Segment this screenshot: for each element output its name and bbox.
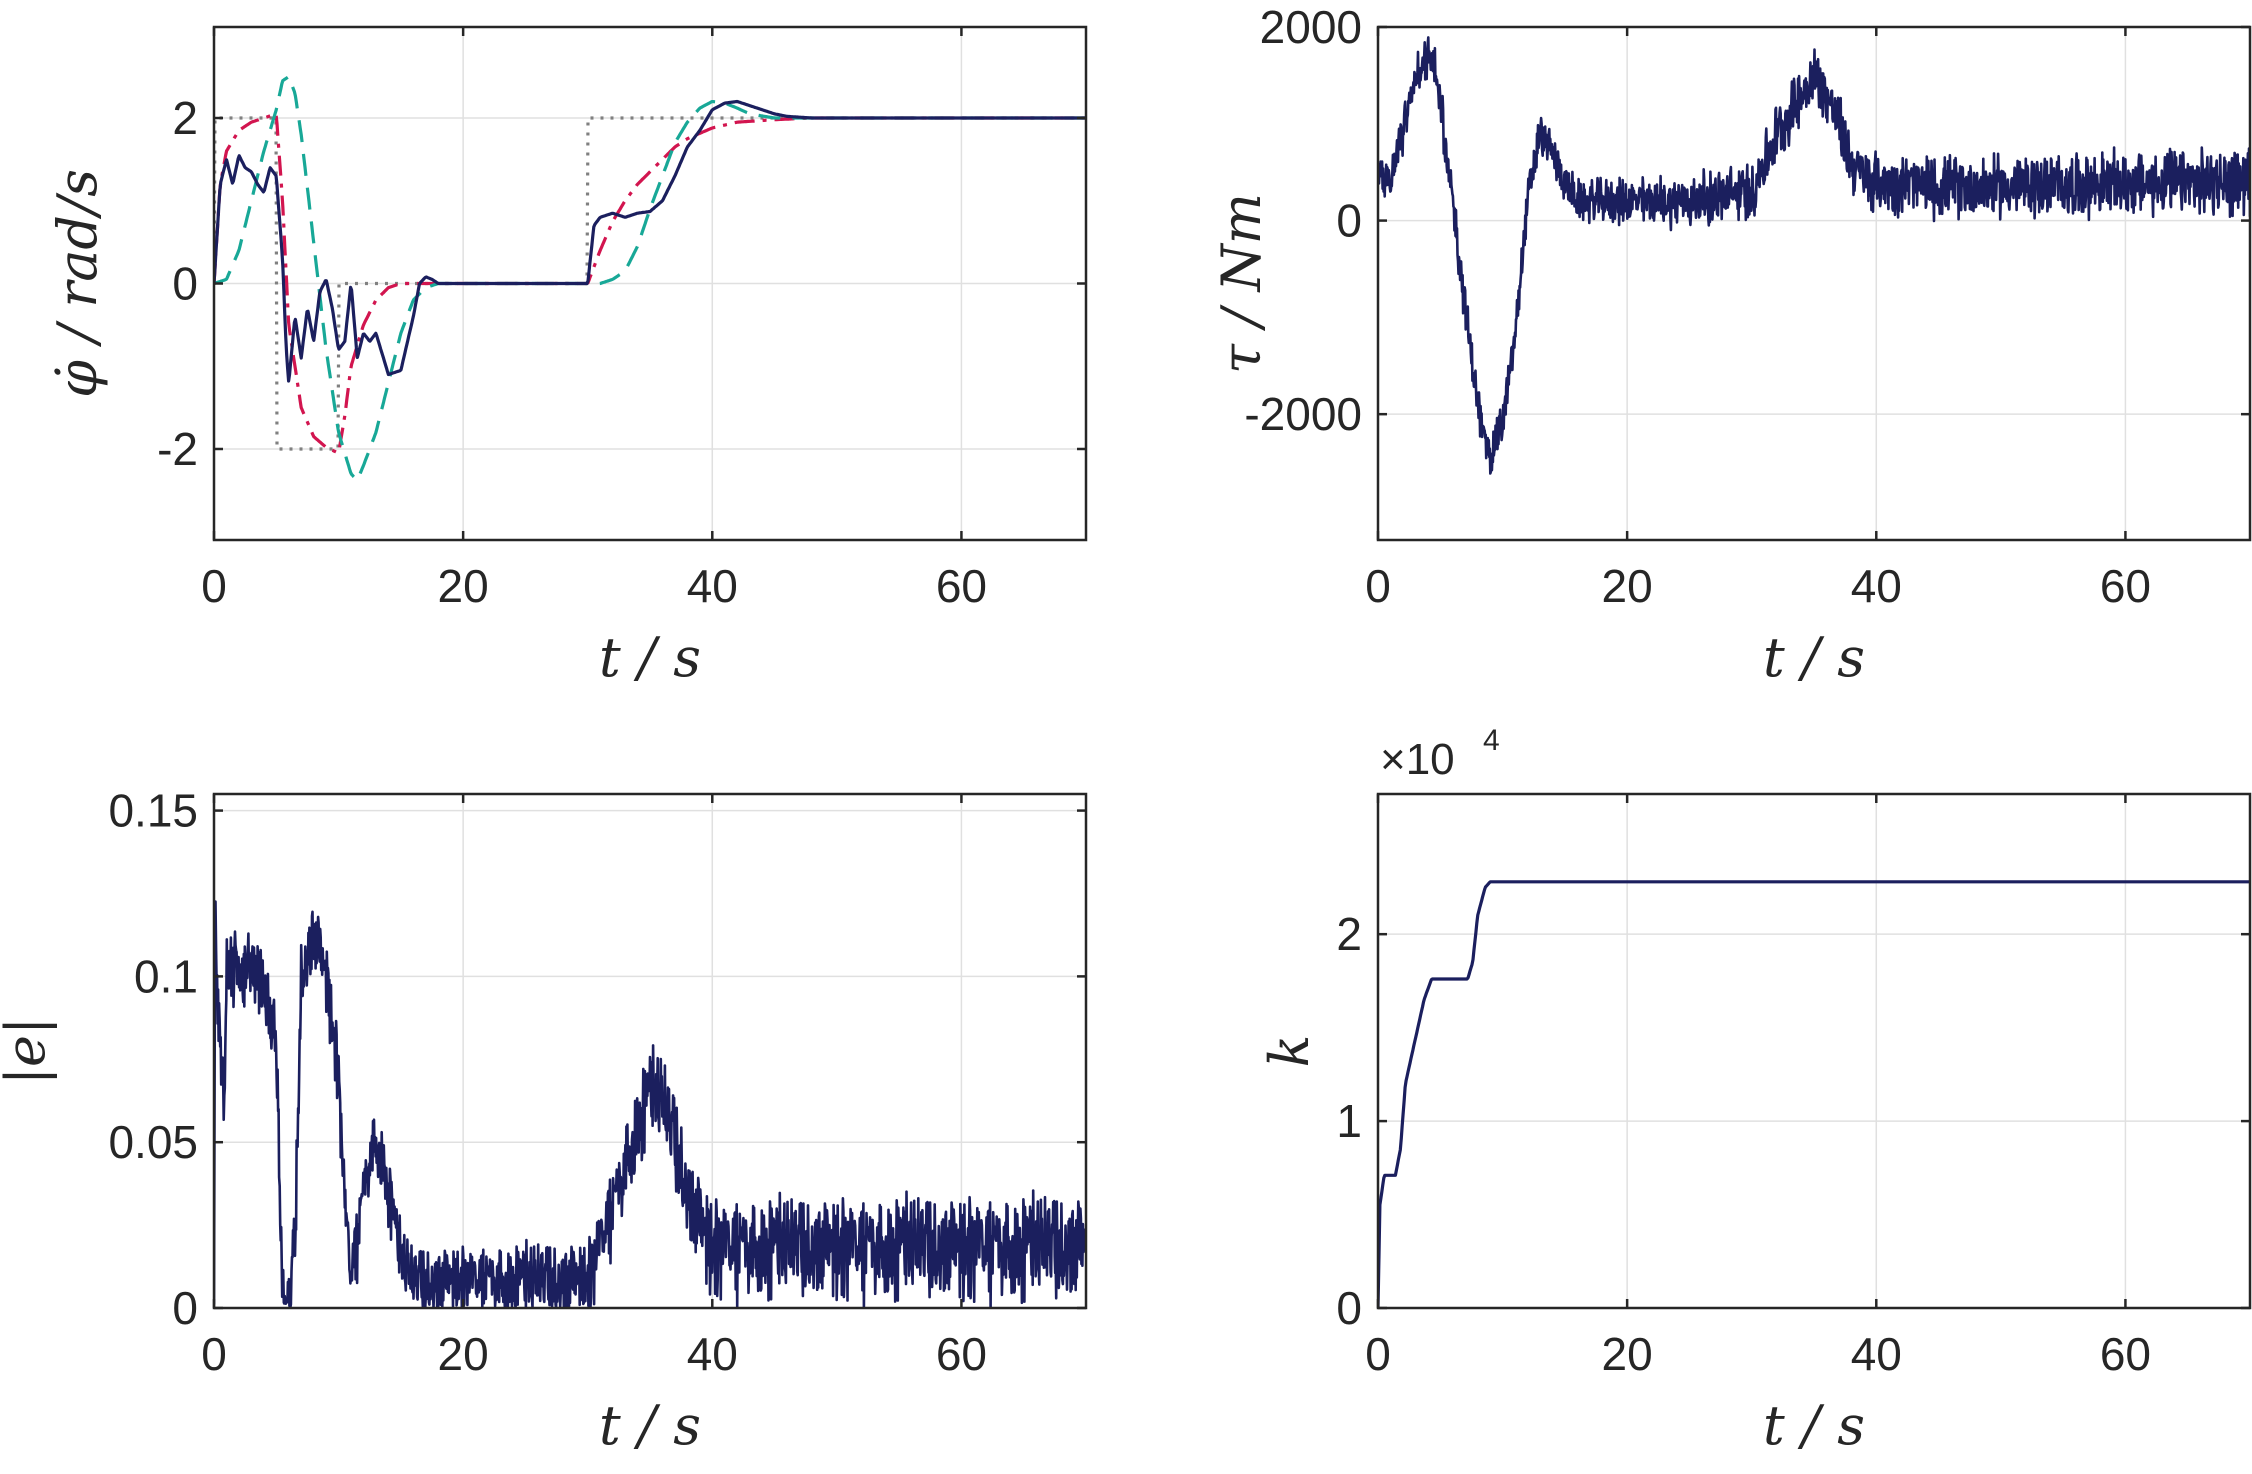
y-tick-label: 0	[1336, 1282, 1362, 1334]
series-line-torque	[1378, 36, 2250, 475]
plot-area	[1378, 27, 2250, 540]
y-tick-label: 2	[1336, 908, 1362, 960]
x-tick-label: 40	[687, 560, 738, 612]
axis-exponent-label: ×10	[1380, 735, 1455, 784]
axes-frame	[1376, 25, 2252, 542]
chart-error: 0 20 40 60 0 0.05 0.1 0.15 t / s |e|	[0, 785, 1088, 1457]
x-tick-label: 20	[1602, 560, 1653, 612]
chart-tau: 0 20 40 60 -2000 0 2000 t / s τ / Nm	[1210, 1, 2252, 689]
y-tick-label: 0.1	[134, 950, 198, 1002]
chart-gain-k: 0 20 40 60 0 1 2 t / s k ×10 4	[1258, 724, 2252, 1457]
plot-area	[1378, 794, 2250, 1308]
x-tick-label: 40	[1851, 560, 1902, 612]
x-tick-label: 0	[201, 560, 227, 612]
axes-frame	[212, 792, 1088, 1310]
y-tick-label: 0	[172, 1282, 198, 1334]
x-tick-label: 60	[2100, 560, 2151, 612]
series-line-actual	[214, 99, 1086, 383]
y-axis-label: |e|	[0, 1017, 57, 1085]
x-tick-label: 0	[201, 1328, 227, 1380]
chart-phi-dot: 0 20 40 60 -2 0 2 t / s φ̇ / rad/s	[46, 25, 1088, 689]
y-axis-label: k	[1258, 1035, 1321, 1068]
x-tick-label: 20	[1602, 1328, 1653, 1380]
x-tick-label: 0	[1365, 560, 1391, 612]
series-line-adaptive-gain	[1378, 880, 2250, 1308]
y-tick-label: -2	[157, 423, 198, 475]
x-axis-label: t / s	[1763, 1394, 1865, 1457]
series-group	[1378, 880, 2250, 1308]
axis-exponent-power: 4	[1483, 724, 1500, 757]
y-axis-label: τ / Nm	[1210, 193, 1273, 374]
x-tick-label: 60	[936, 560, 987, 612]
series-group	[214, 900, 1086, 1308]
y-tick-label: 2	[172, 92, 198, 144]
x-tick-label: 40	[687, 1328, 738, 1380]
x-tick-label: 0	[1365, 1328, 1391, 1380]
x-tick-label: 20	[438, 1328, 489, 1380]
series-group	[214, 75, 1086, 482]
y-tick-label: 0	[1336, 195, 1362, 247]
y-axis-label: φ̇ / rad/s	[46, 169, 109, 398]
x-tick-label: 20	[438, 560, 489, 612]
y-tick-label: 2000	[1260, 1, 1362, 53]
y-tick-label: 0	[172, 258, 198, 310]
y-tick-label: -2000	[1244, 388, 1362, 440]
x-axis-label: t / s	[599, 1394, 701, 1457]
series-line-error-magnitude	[214, 900, 1086, 1308]
x-axis-label: t / s	[599, 626, 701, 689]
x-tick-label: 40	[1851, 1328, 1902, 1380]
y-tick-label: 0.05	[108, 1116, 198, 1168]
y-tick-label: 1	[1336, 1095, 1362, 1147]
x-axis-label: t / s	[1763, 626, 1865, 689]
series-group	[1378, 36, 2250, 475]
axes-frame	[1376, 792, 2252, 1310]
x-tick-label: 60	[2100, 1328, 2151, 1380]
y-tick-label: 0.15	[108, 785, 198, 837]
x-tick-label: 60	[936, 1328, 987, 1380]
